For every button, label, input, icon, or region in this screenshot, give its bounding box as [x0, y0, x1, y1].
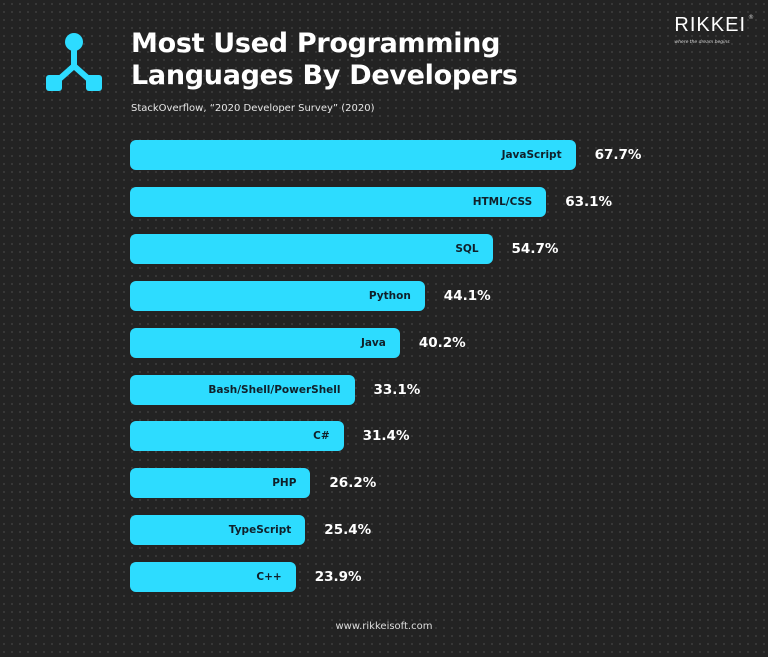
registered-mark: ®	[748, 14, 754, 21]
bar-label: PHP	[272, 477, 297, 490]
bar: PHP	[130, 468, 311, 499]
bar: Python	[130, 280, 425, 311]
bar: Bash/Shell/PowerShell	[130, 374, 355, 405]
bar-label: Bash/Shell/PowerShell	[208, 383, 341, 396]
value-label: 54.7%	[511, 240, 559, 257]
bar-label: TypeScript	[228, 524, 292, 537]
source-caption: StackOverflow, “2020 Developer Survey” (…	[131, 103, 375, 114]
bar-label: Java	[360, 336, 386, 349]
bar-label: C#	[313, 430, 330, 443]
value-label: 26.2%	[329, 475, 377, 492]
bar-label: SQL	[455, 242, 479, 255]
value-label: 63.1%	[565, 193, 613, 210]
bar-label: Python	[368, 289, 411, 302]
value-label: 44.1%	[443, 287, 491, 304]
footer-url: www.rikkeisoft.com	[335, 621, 433, 632]
brand-block: RIKKEI ® where the dream begins	[674, 14, 754, 46]
value-label: 31.4%	[362, 428, 410, 445]
bar: HTML/CSS	[130, 186, 547, 217]
brand-row: RIKKEI ®	[674, 14, 754, 36]
bar: C++	[130, 562, 296, 593]
network-icon	[46, 33, 102, 91]
bar: SQL	[130, 233, 493, 264]
bar-label: HTML/CSS	[472, 195, 533, 208]
value-label: 25.4%	[324, 522, 372, 539]
bar-label: C++	[256, 571, 282, 584]
bar: TypeScript	[130, 515, 306, 546]
brand-logo: RIKKEI	[674, 14, 746, 36]
brand-tagline: where the dream begins	[674, 40, 730, 45]
bar: C#	[130, 421, 344, 452]
value-label: 67.7%	[594, 147, 642, 163]
value-label: 33.1%	[373, 381, 421, 398]
value-label: 23.9%	[314, 569, 362, 586]
bar: Java	[130, 327, 400, 358]
value-label: 40.2%	[418, 334, 466, 351]
page-title: Most Used Programming Languages By Develo…	[131, 28, 518, 91]
bar: JavaScript	[130, 140, 576, 170]
bar-label: JavaScript	[501, 149, 562, 161]
